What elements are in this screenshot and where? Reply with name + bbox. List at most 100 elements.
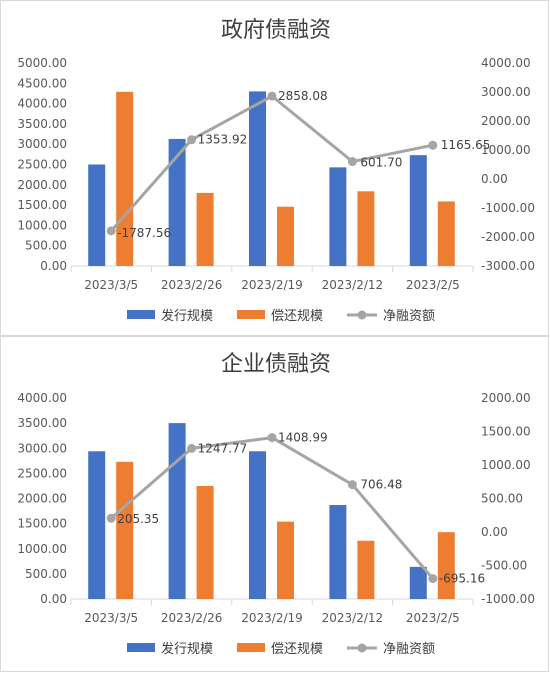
x-tick-label: 2023/3/5 [84,611,138,625]
y-left-tick-label: 2000.00 [17,178,67,192]
legend-marker-net [357,310,367,320]
y-left-tick-label: 0.00 [40,592,67,606]
legend-marker-net [357,643,367,653]
bar-issue [249,451,266,599]
bar-issue [409,155,427,266]
x-tick-label: 2023/2/12 [322,278,384,292]
x-tick-label: 2023/3/5 [84,278,138,292]
x-tick-label: 2023/2/19 [241,611,303,625]
net-financing-point [267,91,277,101]
y-left-tick-label: 3500.00 [17,416,67,430]
y-right-tick-label: 1000.00 [481,143,531,157]
corp-bond-chart: 企业债融资 0.00 500.00 1000.00 1500.00 2000.00 250… [17,352,535,657]
y-left-tick-label: 2500.00 [17,466,67,480]
chart-title: 政府债融资 [221,18,331,43]
bar-issue [88,451,106,599]
y-right-tick-label: 2000.00 [481,114,531,128]
y-left-tick-label: 3500.00 [17,117,67,131]
net-data-label: 205.35 [117,512,159,526]
legend-swatch-repay [237,310,265,319]
net-financing-point [428,574,438,584]
y-left-tick-label: 2000.00 [17,492,67,506]
bar-repay [277,206,294,266]
y-right-tick-label: -2000.00 [481,230,535,244]
bar-issue [329,167,347,266]
bar-issue [168,423,186,599]
bar-issue [168,138,186,266]
net-data-label: -695.16 [439,572,485,586]
y-left-tick-label: 4000.00 [17,391,67,405]
y-left-tick-label: 2500.00 [17,158,67,172]
bar-repay [116,461,134,599]
y-right-tick-label: 1000.00 [481,458,531,472]
net-financing-point [187,135,197,145]
bar-issue [88,164,106,266]
legend-label-net: 净融资额 [383,309,435,324]
y-left-tick-label: 500.00 [25,567,67,581]
bar-repay [196,485,214,599]
x-tick-label: 2023/2/26 [161,611,223,625]
legend-label-repay: 偿还规模 [271,642,323,657]
net-data-label: -1787.56 [117,226,171,240]
net-data-label: 1353.92 [198,133,248,147]
gov-bond-chart: 政府债融资 0.00 500.00 1000.00 1500.00 2000.00 250… [17,18,535,324]
net-data-label: 2858.08 [278,89,328,103]
y-left-tick-label: 1500.00 [17,517,67,531]
bar-repay [277,521,294,599]
net-financing-point [106,226,116,236]
net-financing-point [347,157,357,167]
net-financing-point [187,443,197,453]
legend-label-issue: 发行规模 [161,641,213,657]
bar-repay [116,91,134,267]
y-left-tick-label: 1500.00 [17,198,67,212]
y-right-tick-label: 4000.00 [481,56,531,70]
legend-swatch-issue [127,310,155,319]
legend-label-issue: 发行规模 [161,308,213,324]
y-right-tick-label: 2000.00 [481,391,531,405]
y-left-tick-label: 4500.00 [17,76,67,90]
y-right-tick-label: 500.00 [481,492,523,506]
bar-issue [409,566,427,599]
y-left-tick-label: 3000.00 [17,137,67,151]
bar-repay [437,201,455,266]
net-data-label: 1165.65 [441,138,491,152]
net-data-label: 706.48 [360,478,402,492]
y-right-tick-label: -3000.00 [481,259,535,273]
y-right-tick-label: 0.00 [481,172,508,186]
y-left-tick-label: 1000.00 [17,218,67,232]
bar-repay [196,192,214,266]
net-data-label: 1408.99 [278,431,328,445]
net-data-label: 1247.77 [198,441,248,455]
bar-repay [437,532,455,599]
y-right-tick-label: 3000.00 [481,85,531,99]
bar-repay [357,540,375,599]
chart-title: 企业债融资 [221,352,331,377]
y-right-tick-label: -1000.00 [481,201,535,215]
x-tick-label: 2023/2/5 [406,611,460,625]
y-left-tick-label: 4000.00 [17,97,67,111]
legend-label-repay: 偿还规模 [271,309,323,324]
y-left-tick-label: 5000.00 [17,56,67,70]
net-financing-line [110,436,434,580]
x-tick-label: 2023/2/5 [406,278,460,292]
net-financing-point [106,513,116,523]
net-financing-point [267,433,277,443]
net-data-label: 601.70 [360,156,402,170]
bar-issue [329,505,347,599]
y-right-tick-label: -1000.00 [481,592,535,606]
y-left-tick-label: 1000.00 [17,542,67,556]
y-right-tick-label: 0.00 [481,525,508,539]
legend-label-net: 净融资额 [383,642,435,657]
net-financing-point [347,480,357,490]
corp-bond-chart-panel: 企业债融资 0.00 500.00 1000.00 1500.00 2000.00 250… [0,336,549,672]
x-tick-label: 2023/2/19 [241,278,303,292]
x-tick-label: 2023/2/26 [161,278,223,292]
y-left-tick-label: 3000.00 [17,441,67,455]
bar-repay [357,191,375,266]
y-left-tick-label: 500.00 [25,239,67,253]
gov-bond-chart-panel: 政府债融资 0.00 500.00 1000.00 1500.00 2000.00 250… [0,0,549,336]
bar-issue [249,91,266,266]
x-tick-label: 2023/2/12 [322,611,384,625]
y-right-tick-label: -500.00 [481,559,527,573]
legend-swatch-issue [127,643,155,652]
